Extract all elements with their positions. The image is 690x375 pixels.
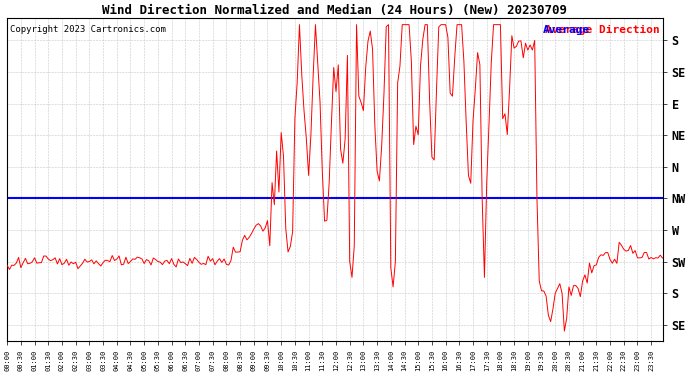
Text: Average Direction: Average Direction [544,25,659,35]
Text: Average: Average [543,25,591,35]
Text: Copyright 2023 Cartronics.com: Copyright 2023 Cartronics.com [10,25,166,34]
Title: Wind Direction Normalized and Median (24 Hours) (New) 20230709: Wind Direction Normalized and Median (24… [102,4,567,17]
